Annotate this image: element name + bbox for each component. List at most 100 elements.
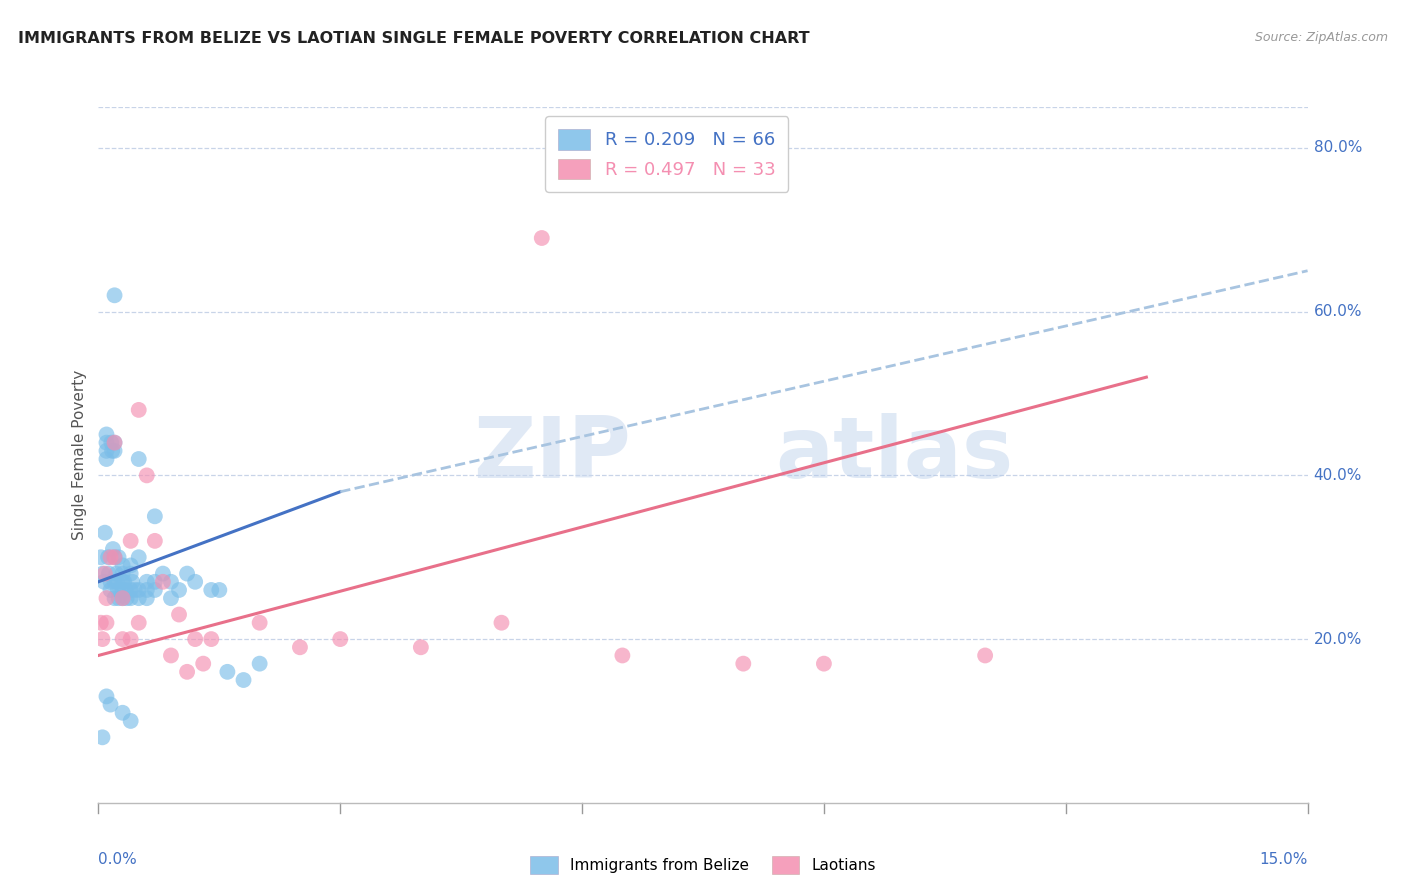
- Point: [128, 615, 150, 630]
- Point: [128, 591, 150, 606]
- Point: [111, 632, 134, 646]
- Point: [120, 632, 142, 646]
- Point: [96, 452, 118, 467]
- Legend: R = 0.209   N = 66, R = 0.497   N = 33: R = 0.209 N = 66, R = 0.497 N = 33: [546, 116, 789, 192]
- Point: [97, 566, 120, 581]
- Point: [208, 582, 231, 597]
- Point: [107, 582, 129, 597]
- Point: [974, 648, 997, 663]
- Point: [100, 550, 122, 565]
- Point: [200, 582, 222, 597]
- Text: 0.0%: 0.0%: [98, 852, 138, 866]
- Point: [143, 509, 166, 524]
- Point: [97, 550, 120, 565]
- Point: [193, 657, 215, 671]
- Point: [176, 665, 198, 679]
- Point: [115, 591, 138, 606]
- Point: [91, 731, 114, 745]
- Point: [111, 591, 134, 606]
- Point: [232, 673, 254, 687]
- Point: [167, 607, 190, 622]
- Point: [111, 558, 134, 573]
- Point: [491, 615, 513, 630]
- Point: [124, 582, 146, 597]
- Point: [103, 550, 125, 565]
- Point: [90, 550, 112, 565]
- Point: [329, 632, 352, 646]
- Point: [128, 582, 150, 597]
- Point: [111, 574, 134, 589]
- Point: [813, 657, 835, 671]
- Point: [90, 615, 112, 630]
- Point: [94, 566, 117, 581]
- Point: [100, 435, 122, 450]
- Point: [249, 615, 271, 630]
- Point: [101, 443, 124, 458]
- Point: [167, 582, 190, 597]
- Point: [409, 640, 432, 655]
- Point: [103, 435, 125, 450]
- Point: [111, 591, 134, 606]
- Point: [111, 566, 134, 581]
- Point: [128, 550, 150, 565]
- Point: [120, 533, 142, 548]
- Point: [91, 632, 114, 646]
- Point: [103, 443, 125, 458]
- Point: [105, 566, 128, 581]
- Point: [96, 591, 118, 606]
- Point: [143, 582, 166, 597]
- Text: 20.0%: 20.0%: [1313, 632, 1362, 647]
- Point: [160, 648, 183, 663]
- Text: 60.0%: 60.0%: [1313, 304, 1362, 319]
- Point: [96, 427, 118, 442]
- Point: [100, 574, 122, 589]
- Point: [612, 648, 634, 663]
- Point: [217, 665, 239, 679]
- Point: [121, 574, 143, 589]
- Point: [120, 566, 142, 581]
- Point: [100, 698, 122, 712]
- Point: [143, 533, 166, 548]
- Legend: Immigrants from Belize, Laotians: Immigrants from Belize, Laotians: [524, 850, 882, 880]
- Text: 40.0%: 40.0%: [1313, 468, 1362, 483]
- Point: [96, 690, 118, 704]
- Point: [733, 657, 755, 671]
- Point: [103, 288, 125, 302]
- Point: [128, 452, 150, 467]
- Point: [143, 574, 166, 589]
- Point: [96, 443, 118, 458]
- Point: [160, 574, 183, 589]
- Point: [184, 574, 207, 589]
- Point: [96, 435, 118, 450]
- Text: 15.0%: 15.0%: [1260, 852, 1308, 866]
- Text: Source: ZipAtlas.com: Source: ZipAtlas.com: [1254, 31, 1388, 45]
- Point: [93, 574, 115, 589]
- Point: [103, 591, 125, 606]
- Point: [135, 582, 157, 597]
- Point: [101, 542, 124, 557]
- Point: [152, 574, 174, 589]
- Point: [160, 591, 183, 606]
- Point: [96, 615, 118, 630]
- Point: [135, 591, 157, 606]
- Point: [120, 582, 142, 597]
- Point: [103, 435, 125, 450]
- Point: [107, 550, 129, 565]
- Text: IMMIGRANTS FROM BELIZE VS LAOTIAN SINGLE FEMALE POVERTY CORRELATION CHART: IMMIGRANTS FROM BELIZE VS LAOTIAN SINGLE…: [18, 31, 810, 46]
- Point: [152, 566, 174, 581]
- Point: [530, 231, 553, 245]
- Point: [249, 657, 271, 671]
- Point: [176, 566, 198, 581]
- Point: [120, 558, 142, 573]
- Point: [114, 582, 136, 597]
- Point: [184, 632, 207, 646]
- Point: [111, 706, 134, 720]
- Point: [135, 468, 157, 483]
- Point: [100, 582, 122, 597]
- Point: [288, 640, 311, 655]
- Point: [103, 574, 125, 589]
- Point: [107, 591, 129, 606]
- Point: [91, 566, 114, 581]
- Point: [112, 574, 135, 589]
- Point: [120, 591, 142, 606]
